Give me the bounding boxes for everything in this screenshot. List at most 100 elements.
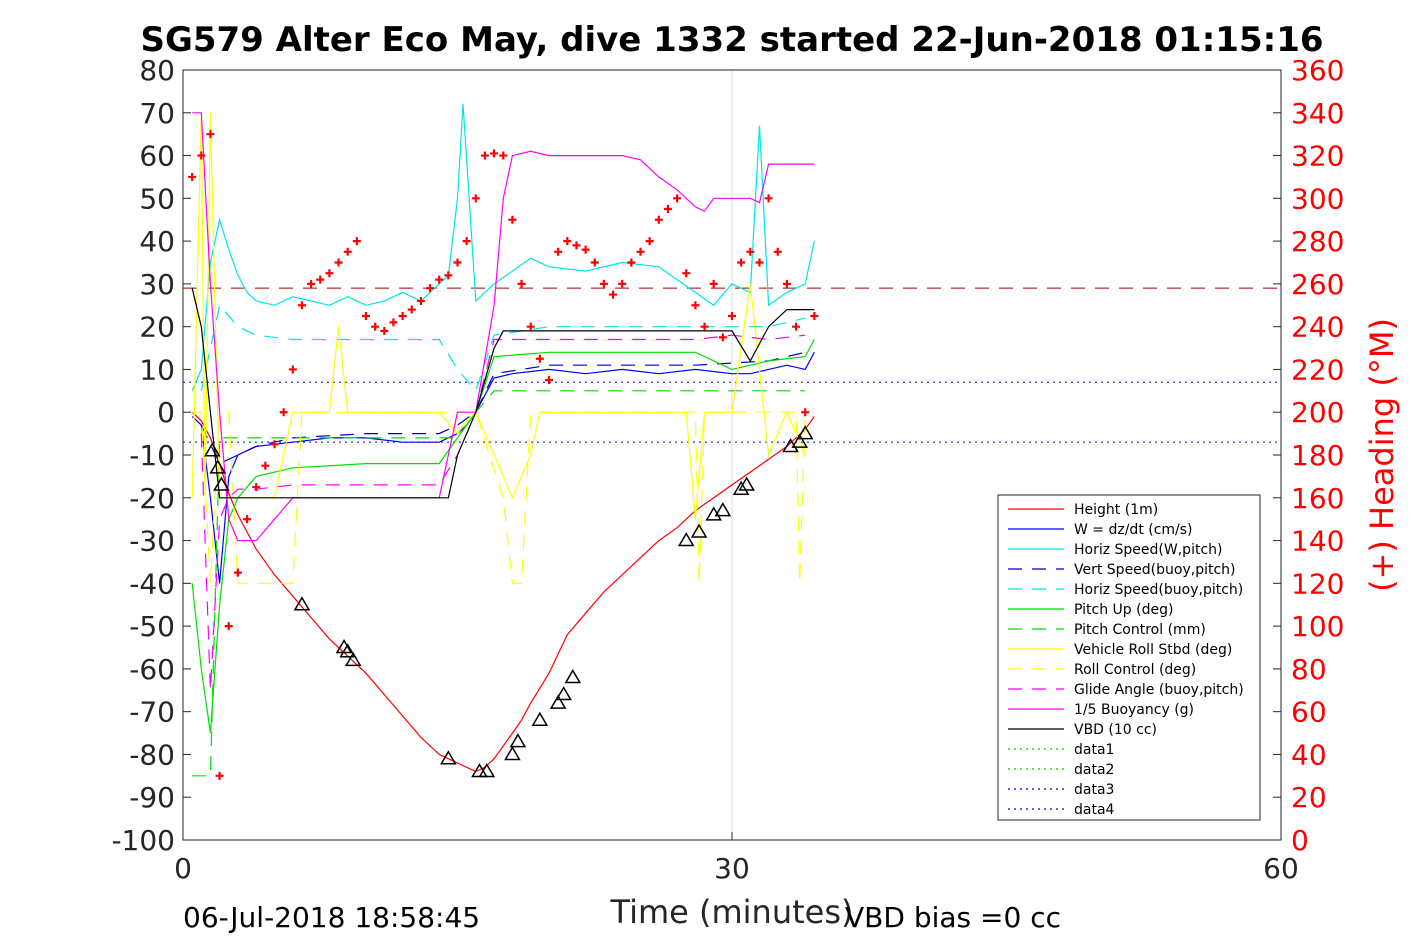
- heading-point: [325, 269, 334, 278]
- heading-point: [609, 290, 618, 299]
- heading-point: [554, 247, 563, 256]
- triangle-marker: [440, 750, 457, 765]
- y2-tick-label: 320: [1291, 140, 1344, 173]
- y-tick-label: -80: [129, 738, 175, 771]
- heading-point: [343, 247, 352, 256]
- y-tick-label: 80: [139, 54, 175, 87]
- triangle-marker: [549, 694, 567, 709]
- legend-label: data3: [1074, 782, 1114, 798]
- heading-point: [480, 151, 489, 160]
- heading-point: [224, 622, 233, 631]
- legend-label: data2: [1074, 762, 1114, 778]
- legend-label: VBD (10 cc): [1074, 722, 1157, 738]
- triangle-marker: [677, 532, 695, 547]
- y-tick-label: -20: [129, 482, 175, 515]
- heading-point: [663, 205, 672, 214]
- x-tick-label: 60: [1263, 852, 1299, 885]
- heading-point: [764, 194, 773, 203]
- triangle-marker: [714, 502, 732, 517]
- heading-point: [334, 258, 343, 267]
- triangle-marker: [213, 476, 230, 491]
- legend-label: Horiz Speed(buoy,pitch): [1074, 582, 1243, 598]
- y2-tick-label: 240: [1291, 311, 1344, 344]
- y2-tick-label: 40: [1291, 738, 1327, 771]
- y-tick-label: -70: [129, 696, 175, 729]
- heading-point: [737, 258, 746, 267]
- heading-point: [545, 376, 553, 385]
- triangle-marker: [504, 745, 521, 761]
- heading-point: [453, 258, 462, 267]
- y2-tick-label: 340: [1291, 97, 1344, 130]
- legend-label: Glide Angle (buoy,pitch): [1074, 682, 1244, 698]
- heading-point: [700, 322, 709, 331]
- heading-point: [371, 322, 380, 331]
- y-tick-label: -10: [129, 439, 175, 472]
- series-w-dz-dt-cm-s: [191, 352, 815, 584]
- x-tick-label: 0: [174, 852, 192, 885]
- y-tick-label: 10: [139, 353, 175, 386]
- heading-point: [444, 271, 453, 280]
- y2-tick-label: 0: [1291, 824, 1309, 857]
- heading-point: [407, 305, 416, 314]
- y-tick-label: -30: [129, 525, 175, 558]
- axes: 80706050403020100-10-20-30-40-50-60-70-8…: [111, 54, 1344, 885]
- y2-tick-label: 260: [1291, 268, 1344, 301]
- heading-point: [471, 194, 480, 203]
- heading-point: [243, 515, 252, 524]
- heading-point: [728, 311, 736, 320]
- y2-tick-label: 180: [1291, 439, 1344, 472]
- heading-point: [801, 408, 810, 417]
- heading-point: [782, 279, 791, 288]
- y-tick-label: 0: [157, 396, 175, 429]
- legend-label: Roll Control (deg): [1074, 662, 1196, 678]
- triangle-marker: [690, 523, 708, 538]
- heading-point: [572, 241, 581, 250]
- y2-tick-label: 60: [1291, 696, 1327, 729]
- triangle-marker: [738, 476, 755, 491]
- y-tick-label: -60: [129, 653, 175, 686]
- footer-timestamp: 06-Jul-2018 18:58:45: [183, 901, 480, 934]
- y2-tick-label: 360: [1291, 54, 1344, 87]
- heading-point: [490, 149, 499, 158]
- heading-point: [599, 279, 608, 288]
- legend-label: Pitch Control (mm): [1074, 622, 1206, 638]
- triangle-marker: [509, 733, 527, 748]
- legend-label: 1/5 Buoyancy (g): [1074, 702, 1194, 718]
- heading-point: [206, 130, 215, 139]
- series-pitch-control-mm: [192, 390, 806, 777]
- y-tick-label: 60: [139, 140, 175, 173]
- y-tick-label: -50: [129, 610, 175, 643]
- heading-point: [279, 408, 288, 417]
- triangle-marker: [564, 668, 582, 684]
- footer-vbd-bias: VBD bias =0 cc: [845, 901, 1061, 934]
- y2-tick-label: 220: [1291, 353, 1344, 386]
- y-tick-label: 40: [139, 225, 175, 258]
- plot-area: [183, 104, 1281, 780]
- legend-label: Vehicle Roll Stbd (deg): [1074, 642, 1232, 658]
- heading-point: [645, 237, 654, 246]
- legend-label: data1: [1074, 742, 1114, 758]
- legend: Height (1m) W = dz/dt (cm/s) Horiz Speed(W…: [997, 494, 1261, 821]
- y-tick-label: 30: [139, 268, 175, 301]
- heading-point: [691, 301, 700, 310]
- heading-point: [435, 275, 444, 284]
- heading-point: [380, 326, 389, 335]
- y2-tick-label: 160: [1291, 482, 1344, 515]
- heading-point: [233, 568, 242, 577]
- heading-point: [215, 771, 224, 780]
- y-tick-label: 50: [139, 182, 175, 215]
- heading-point: [627, 258, 636, 267]
- heading-point: [288, 365, 297, 374]
- triangle-marker: [732, 480, 750, 495]
- heading-point: [581, 245, 590, 254]
- heading-point: [398, 311, 407, 320]
- series-height-1m: [191, 411, 815, 773]
- y2-tick-label: 80: [1291, 653, 1327, 686]
- heading-point: [517, 279, 526, 288]
- heading-point: [188, 172, 197, 181]
- heading-point: [718, 333, 727, 342]
- triangle-marker: [339, 643, 357, 658]
- heading-point: [197, 151, 206, 160]
- series-horiz-speed-w-pitch: [191, 104, 815, 392]
